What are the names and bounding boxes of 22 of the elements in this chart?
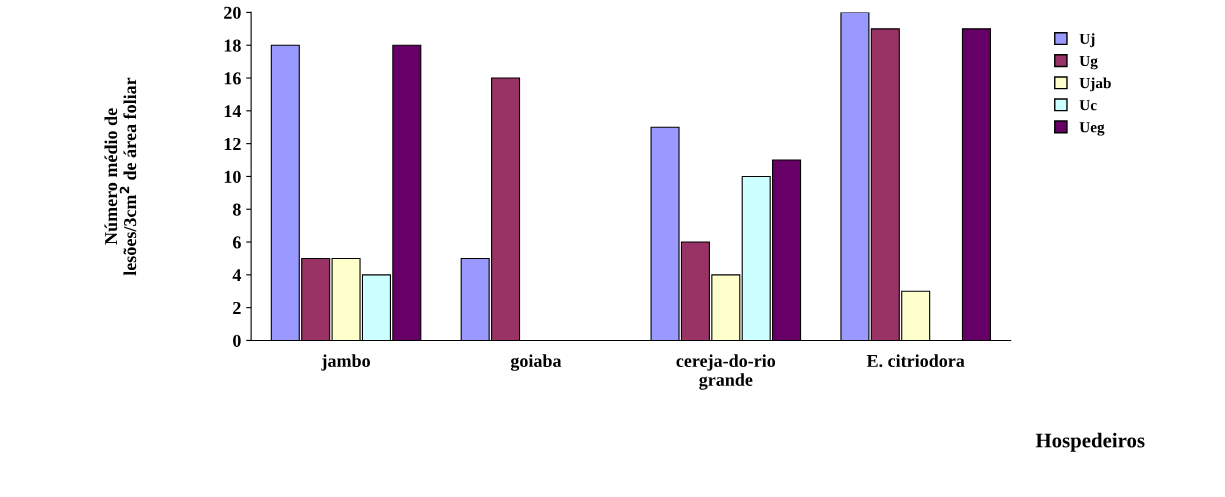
- y-tick-label: 8: [232, 203, 241, 216]
- y-tick-label: 14: [224, 105, 242, 118]
- legend-label: Uj: [1079, 33, 1095, 48]
- legend-label: Ujab: [1079, 77, 1111, 92]
- x-tick-label: jambo: [321, 354, 370, 371]
- legend-label: Uc: [1079, 100, 1097, 111]
- y-tick-label: 0: [233, 334, 241, 347]
- y-axis-title: Número médio de lesões/3cm$^{2}$ de área foliar: [104, 77, 137, 276]
- legend-label: Ueg: [1079, 122, 1105, 136]
- x-tick-label: goiaba: [510, 354, 562, 371]
- y-tick-label: 6: [232, 236, 241, 249]
- y-tick-label: 10: [224, 170, 241, 183]
- legend-label: Ug: [1079, 55, 1098, 70]
- y-tick-label: 12: [224, 137, 241, 150]
- y-tick-label: 4: [232, 269, 242, 282]
- x-axis-title: Hospedeiros: [1035, 432, 1145, 452]
- y-tick-label: 2: [233, 301, 241, 314]
- y-tick-label: 20: [224, 6, 241, 19]
- y-tick-label: 18: [224, 39, 241, 52]
- x-tick-label: cereja-do-rio grande: [676, 354, 776, 390]
- y-tick-label: 16: [224, 72, 241, 85]
- x-tick-label: E. citriodora: [866, 354, 965, 368]
